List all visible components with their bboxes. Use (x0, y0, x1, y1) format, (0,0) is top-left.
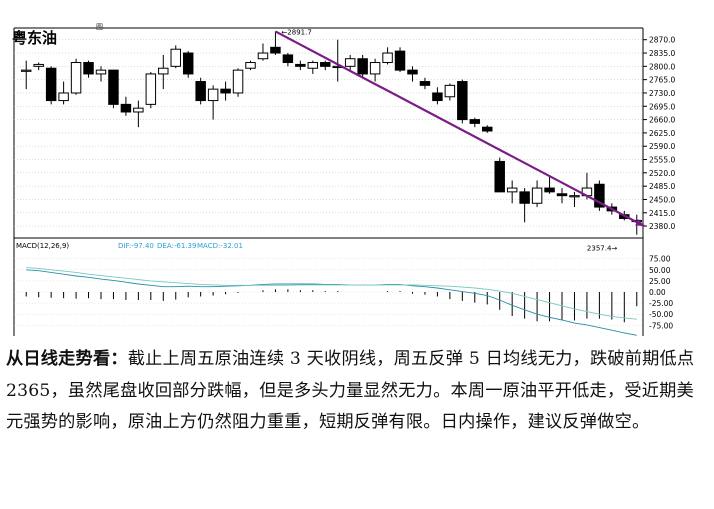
candle-body (20, 69, 32, 72)
candle-body (394, 50, 406, 71)
price-tick-label: 2695.0 (649, 102, 675, 111)
candle-body (320, 62, 331, 67)
candle-body (145, 73, 157, 105)
price-tick-label: 2380.0 (649, 222, 675, 231)
candle-body (494, 160, 505, 193)
price-tick-label: 2590.0 (649, 142, 675, 151)
candle-body (569, 195, 580, 198)
candle-body (133, 107, 144, 113)
commentary-body: 截止上周五原油连续 3 天收阴线，周五反弹 5 日均线无力，跌破前期低点 236… (6, 349, 695, 432)
candle-body (220, 88, 231, 94)
macd-dif-label: DIF:-97.40 (118, 242, 154, 250)
chart-panel: 2870.0 2835.0 2800.0 2765.0 2730.0 2695.0 2660… (12, 23, 675, 336)
candle-body (519, 191, 530, 204)
macd-value-label: MACD:-32.01 (197, 242, 243, 250)
candle-body (444, 84, 456, 98)
candle-body (469, 119, 481, 124)
price-tick-label: 2415.0 (649, 209, 675, 218)
candle-body (357, 58, 368, 75)
candle-body (158, 67, 169, 75)
candle-body (419, 81, 431, 86)
candle-body (182, 52, 194, 75)
candle-body (556, 193, 568, 197)
candle-body (307, 62, 319, 69)
candlestick-chart: 2870.0 2835.0 2800.0 2765.0 2730.0 2695.0 2660… (13, 27, 675, 336)
candle-body (232, 69, 244, 94)
macd-dea-label: DEA:-61.39 (157, 242, 196, 250)
price-tick-label: 2555.0 (649, 156, 675, 165)
trendline-arrowhead (635, 219, 645, 227)
macd-tick-label: 0.00 (649, 288, 666, 297)
candle-body (120, 103, 132, 113)
macd-tick-label: -50.00 (649, 310, 673, 319)
candle-body (544, 187, 555, 193)
price-tick-label: 2625.0 (649, 129, 675, 138)
commentary-paragraph: 从日线走势看：截止上周五原油连续 3 天收阴线，周五反弹 5 日均线无力，跌破前… (6, 344, 706, 439)
macd-tick-label: 50.00 (649, 266, 671, 275)
candle-body (382, 52, 393, 64)
macd-tick-label: 25.00 (649, 277, 671, 286)
candle-body (207, 88, 219, 102)
macd-label: MACD(12,26,9) (16, 242, 69, 250)
commentary-colon: ： (110, 349, 128, 369)
candle-body (70, 62, 82, 94)
macd-tick-label: -25.00 (649, 299, 673, 308)
candle-body (33, 63, 44, 67)
candle-body (282, 54, 294, 64)
macd-dea-line (26, 267, 637, 320)
price-tick-label: 2730.0 (649, 89, 675, 98)
candle-body (45, 67, 57, 102)
candle-body (95, 69, 107, 75)
candle-body (432, 92, 443, 102)
price-tick-label: 2485.0 (649, 182, 675, 191)
price-tick-label: 2520.0 (649, 169, 675, 178)
candle-body (369, 62, 381, 75)
price-tick-label: 2835.0 (649, 49, 675, 58)
chart-title: 粤东油 (12, 29, 58, 47)
low-price-label: 2357.4→ (587, 245, 617, 253)
candle-body (506, 187, 518, 193)
candle-body (270, 46, 281, 54)
macd-tick-label: -75.00 (649, 321, 673, 330)
candle-body (170, 48, 181, 67)
price-tick-label: 2765.0 (649, 76, 675, 85)
candle-body (58, 92, 69, 102)
commentary-lead: 从日线走势看 (6, 349, 111, 369)
panel-label: 图 (96, 23, 103, 31)
candle-body (245, 62, 256, 69)
price-tick-label: 2450.0 (649, 195, 675, 204)
high-price-label: ←2891.7 (281, 28, 311, 36)
candle-body (482, 126, 493, 132)
candle-body (594, 183, 605, 208)
macd-tick-label: 75.00 (649, 255, 671, 264)
price-tick-label: 2800.0 (649, 62, 675, 71)
candle-body (295, 63, 306, 67)
candle-body (195, 81, 206, 102)
candle-body (257, 52, 269, 60)
candle-body (83, 62, 94, 75)
price-tick-label: 2870.0 (649, 36, 675, 45)
candle-body (108, 69, 119, 105)
candle-body (531, 187, 543, 204)
candle-body (457, 81, 468, 121)
resistance-trendline (274, 30, 645, 228)
price-tick-label: 2660.0 (649, 116, 675, 125)
candle-body (407, 69, 418, 75)
candle-body (344, 58, 356, 67)
